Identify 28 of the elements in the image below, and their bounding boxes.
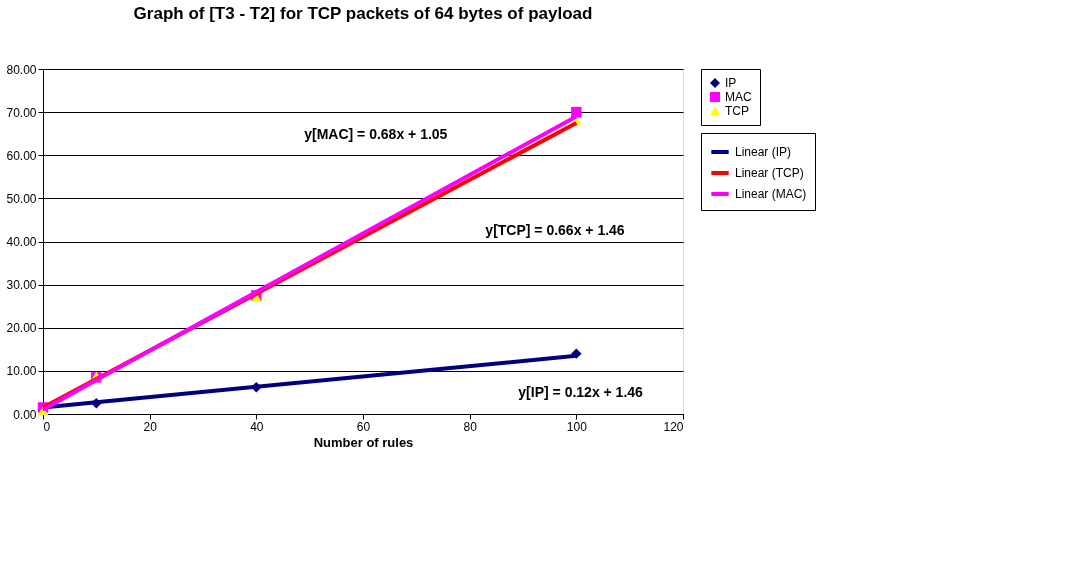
chart-title: Graph of [T3 - T2] for TCP packets of 64 bytes of payload — [133, 4, 593, 23]
x-tick-label: 80 — [463, 419, 478, 434]
x-tick-label: 40 — [250, 419, 264, 434]
annotation: y[MAC] = 0.68x + 1.05 — [304, 125, 448, 142]
y-tick-label: 80.00 — [6, 62, 37, 77]
x-tick-label: 120 — [663, 419, 684, 434]
y-tick-label: 70.00 — [6, 105, 37, 120]
x-axis-title: Number of rules — [313, 434, 414, 450]
legend-label: TCP — [725, 104, 749, 118]
legend-label: IP — [725, 76, 737, 90]
y-tick-label: 40.00 — [6, 235, 37, 249]
x-tick-label: 100 — [566, 419, 588, 434]
x-tick-label: 0 — [43, 419, 51, 434]
y-tick-label: 50.00 — [6, 191, 37, 206]
y-tick-label: 10.00 — [6, 364, 37, 379]
x-tick-label: 20 — [143, 419, 158, 434]
y-tick-label: 30.00 — [6, 278, 37, 293]
legend-label: Linear (IP) — [735, 145, 792, 159]
legend-label: Linear (MAC) — [735, 187, 807, 201]
legend-label: Linear (TCP) — [735, 166, 804, 180]
y-tick-label: 60.00 — [6, 148, 37, 163]
point — [571, 106, 582, 118]
x-tick-label: 60 — [356, 419, 371, 434]
annotation: y[IP] = 0.12x + 1.46 — [518, 384, 644, 401]
annotation: y[TCP] = 0.66x + 1.46 — [485, 222, 625, 239]
y-tick-label: 0.00 — [13, 407, 37, 422]
y-tick-label: 20.00 — [6, 321, 37, 336]
legend-label: MAC — [725, 90, 752, 104]
